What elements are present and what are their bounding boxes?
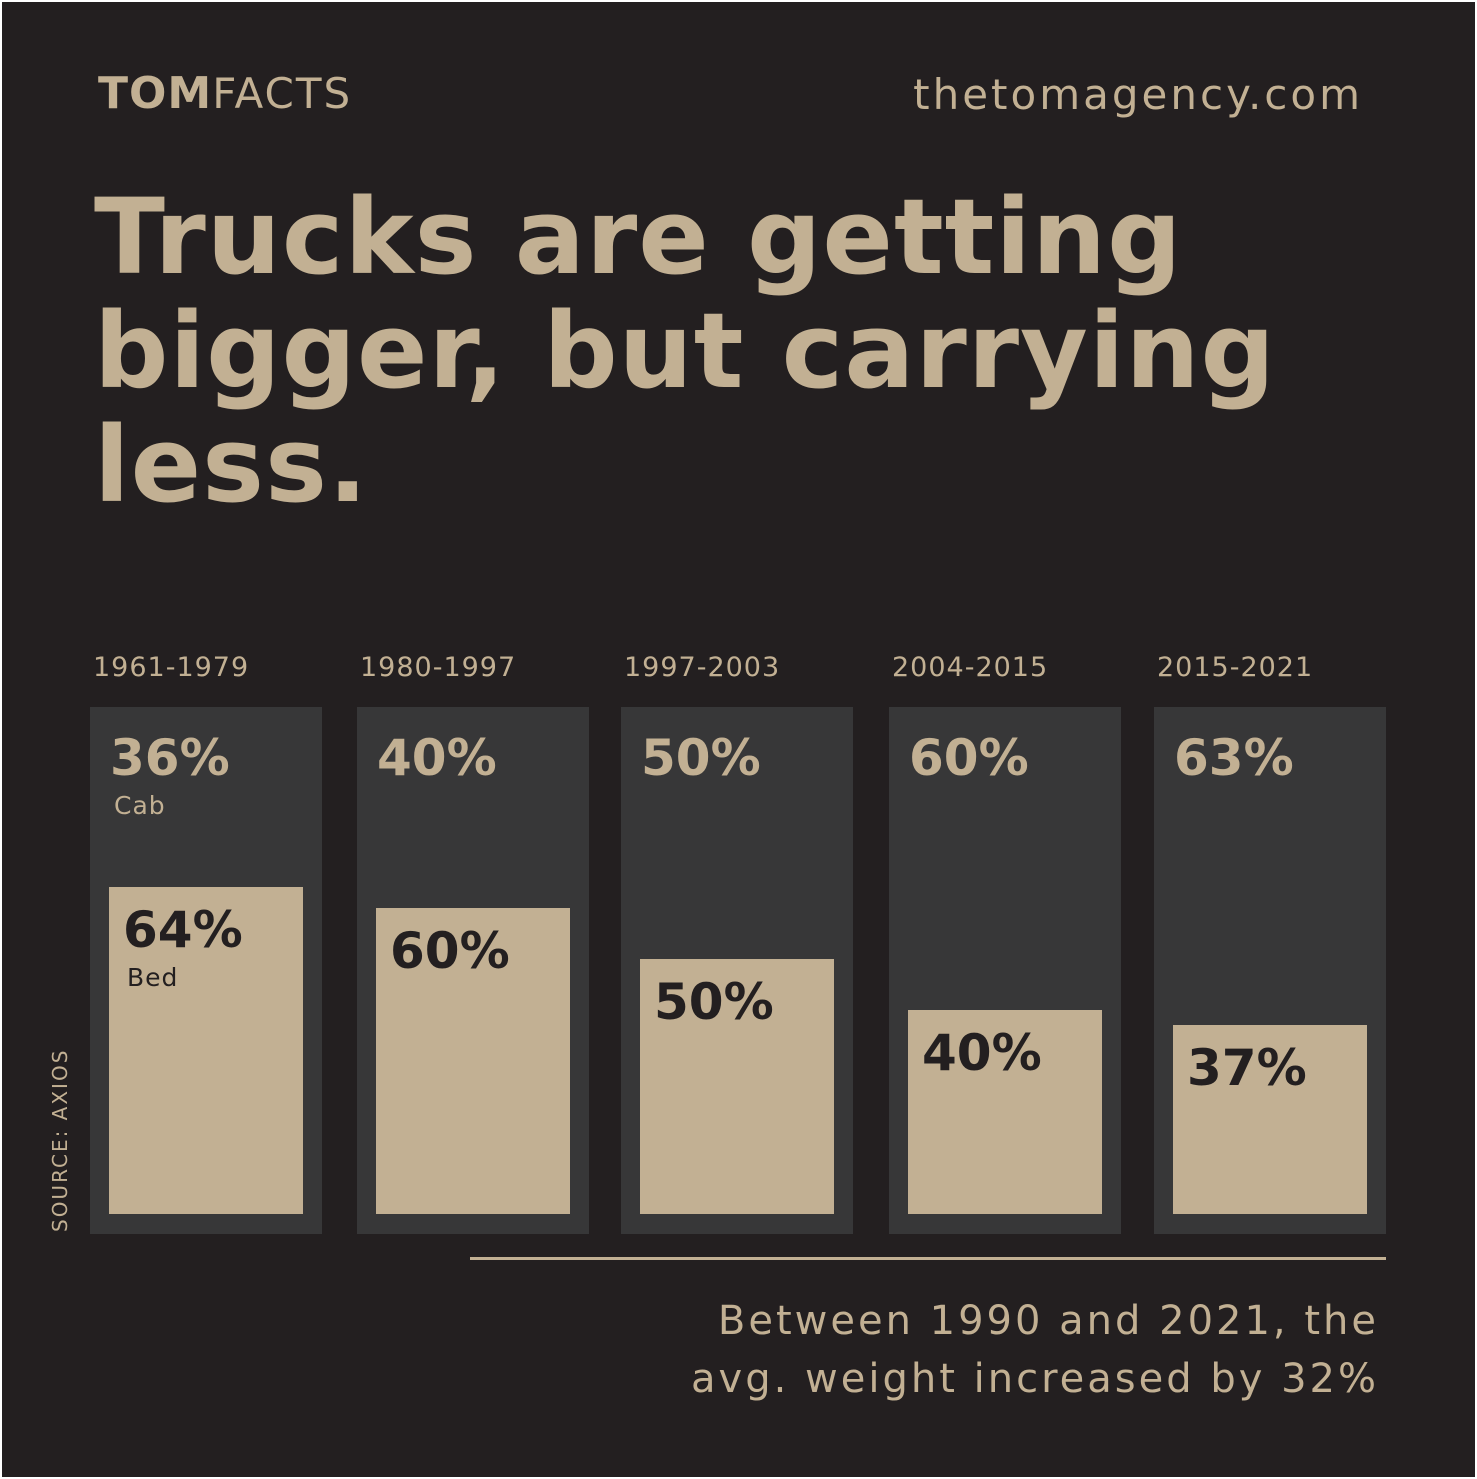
brand-logo-light: FACTS xyxy=(212,69,353,118)
cab-series-label: Cab xyxy=(114,791,166,820)
bed-share-label: 64% xyxy=(123,901,243,959)
period-column: 63% 37% xyxy=(1154,707,1386,1234)
divider-rule xyxy=(470,1257,1386,1260)
bed-share-bar: 50% xyxy=(640,959,834,1214)
period-label: 1997-2003 xyxy=(624,652,781,683)
period-label: 1980-1997 xyxy=(360,652,517,683)
cab-share-label: 40% xyxy=(377,729,497,787)
cab-share-label: 60% xyxy=(909,729,1029,787)
period-column: 40% 60% xyxy=(357,707,589,1234)
period-column: 36% Cab 64% Bed xyxy=(90,707,322,1234)
period-column: 60% 40% xyxy=(889,707,1121,1234)
footnote-line-2: avg. weight increased by 32% xyxy=(691,1356,1379,1402)
bed-share-label: 40% xyxy=(922,1024,1042,1082)
period-label: 2004-2015 xyxy=(892,652,1049,683)
footnote: Between 1990 and 2021, the avg. weight i… xyxy=(619,1292,1379,1408)
period-label: 1961-1979 xyxy=(93,652,250,683)
website-url: thetomagency.com xyxy=(913,70,1363,119)
bed-share-bar: 60% xyxy=(376,908,570,1214)
brand-logo: TOMFACTS xyxy=(98,72,352,116)
source-label: SOURCE: AXIOS xyxy=(48,1048,72,1232)
bed-share-label: 60% xyxy=(390,922,510,980)
cab-share-label: 63% xyxy=(1174,729,1294,787)
bed-share-bar: 40% xyxy=(908,1010,1102,1214)
cab-share-label: 36% xyxy=(110,729,230,787)
period-label: 2015-2021 xyxy=(1157,652,1314,683)
bed-series-label: Bed xyxy=(127,963,179,992)
bed-share-label: 37% xyxy=(1187,1039,1307,1097)
bed-share-bar: 64% Bed xyxy=(109,887,303,1214)
headline: Trucks are getting bigger, but carrying … xyxy=(94,176,1276,526)
footnote-line-1: Between 1990 and 2021, the xyxy=(717,1298,1379,1344)
cab-share-label: 50% xyxy=(641,729,761,787)
bed-share-label: 50% xyxy=(654,973,774,1031)
period-column: 50% 50% xyxy=(621,707,853,1234)
brand-logo-strong: TOM xyxy=(98,68,213,119)
bed-share-bar: 37% xyxy=(1173,1025,1367,1214)
